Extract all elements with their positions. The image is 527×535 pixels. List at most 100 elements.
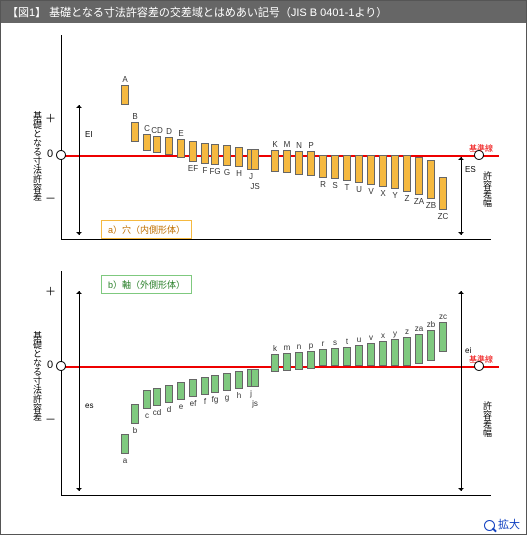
bar-label-t: t bbox=[346, 337, 348, 346]
bar-label-s: s bbox=[333, 338, 337, 347]
tolerance-bar-D bbox=[165, 137, 173, 155]
bar-label-Y: Y bbox=[392, 191, 397, 200]
bar-label-J: J bbox=[249, 172, 253, 181]
tolerance-bar-JS bbox=[251, 149, 259, 170]
bar-label-d: d bbox=[167, 405, 171, 414]
tolerance-bar-G bbox=[223, 145, 231, 166]
bar-label-h: h bbox=[237, 391, 241, 400]
right-label-lower: 許容差幅 bbox=[481, 401, 494, 437]
bar-label-n: n bbox=[297, 342, 301, 351]
tolerance-bar-x bbox=[379, 341, 387, 366]
tolerance-bar-h bbox=[235, 371, 243, 389]
annot-ei: ei bbox=[465, 346, 471, 355]
zero-label: 0 bbox=[47, 148, 53, 160]
bar-label-c: c bbox=[145, 411, 149, 420]
tolerance-bar-n bbox=[295, 352, 303, 370]
legend-lower: b）軸（外側形体） bbox=[101, 275, 192, 294]
annot-ES: ES bbox=[465, 165, 476, 174]
magnifier-icon bbox=[484, 520, 495, 531]
tolerance-bar-EF bbox=[189, 141, 197, 162]
bar-label-b: b bbox=[133, 426, 137, 435]
bar-label-D: D bbox=[166, 127, 172, 136]
y-axis bbox=[61, 271, 62, 496]
tolerance-bar-B bbox=[131, 122, 139, 142]
annot-es: es bbox=[85, 401, 93, 410]
tolerance-bar-FG bbox=[211, 144, 219, 165]
y-axis-label-lower: 基礎となる寸法許容差 bbox=[31, 331, 44, 421]
zero-marker bbox=[56, 361, 66, 371]
bar-label-S: S bbox=[332, 181, 337, 190]
bar-label-j: j bbox=[250, 389, 252, 398]
tolerance-bar-d bbox=[165, 385, 173, 403]
tolerance-arrow-right bbox=[461, 291, 462, 491]
tolerance-bar-ZC bbox=[439, 177, 447, 210]
x-axis bbox=[61, 239, 491, 240]
tolerance-bar-F bbox=[201, 143, 209, 164]
bar-label-g: g bbox=[225, 393, 229, 402]
plus-label: ＋ bbox=[45, 110, 56, 126]
tolerance-bar-CD bbox=[153, 136, 161, 153]
bar-label-za: za bbox=[415, 324, 423, 333]
bar-label-R: R bbox=[320, 180, 326, 189]
bar-label-V: V bbox=[368, 187, 373, 196]
tolerance-bar-zc bbox=[439, 322, 447, 352]
tolerance-arrow-left bbox=[79, 291, 80, 491]
tolerance-bar-C bbox=[143, 134, 151, 151]
bar-label-z: z bbox=[405, 327, 409, 336]
tolerance-bar-Z bbox=[403, 155, 411, 192]
tolerance-bar-v bbox=[367, 343, 375, 366]
tolerance-bar-T bbox=[343, 155, 351, 181]
bar-label-ef: ef bbox=[190, 399, 197, 408]
tolerance-bar-N bbox=[295, 151, 303, 175]
tolerance-bar-e bbox=[177, 382, 185, 400]
bar-label-N: N bbox=[296, 141, 302, 150]
tolerance-bar-R bbox=[319, 155, 327, 178]
figure-frame: 【図1】 基礎となる寸法許容差の交差域とはめあい記号（JIS B 0401-1よ… bbox=[0, 0, 527, 535]
bar-label-C: C bbox=[144, 124, 150, 133]
tolerance-bar-S bbox=[331, 155, 339, 179]
tolerance-bar-V bbox=[367, 155, 375, 185]
bar-label-y: y bbox=[393, 329, 397, 338]
bar-label-e: e bbox=[179, 402, 183, 411]
bar-label-m: m bbox=[284, 343, 291, 352]
tolerance-bar-ef bbox=[189, 379, 197, 397]
tolerance-bar-u bbox=[355, 345, 363, 366]
bar-label-G: G bbox=[224, 168, 230, 177]
bar-label-fg: fg bbox=[212, 395, 219, 404]
tolerance-bar-M bbox=[283, 150, 291, 173]
bar-label-T: T bbox=[345, 183, 350, 192]
tolerance-bar-p bbox=[307, 351, 315, 369]
tolerance-bar-P bbox=[307, 151, 315, 176]
bar-label-Z: Z bbox=[405, 194, 410, 203]
tolerance-bar-y bbox=[391, 339, 399, 366]
bar-label-zb: zb bbox=[427, 320, 435, 329]
minus-label: － bbox=[45, 411, 56, 427]
tolerance-bar-k bbox=[271, 354, 279, 372]
tolerance-bar-ZB bbox=[427, 160, 435, 199]
tolerance-bar-zb bbox=[427, 330, 435, 361]
bar-label-k: k bbox=[273, 344, 277, 353]
tolerance-bar-f bbox=[201, 377, 209, 395]
tolerance-bar-s bbox=[331, 348, 339, 366]
tolerance-bar-t bbox=[343, 347, 351, 366]
tolerance-bar-z bbox=[403, 337, 411, 366]
bar-label-U: U bbox=[356, 185, 362, 194]
tolerance-bar-m bbox=[283, 353, 291, 371]
annot-EI: EI bbox=[85, 130, 93, 139]
bar-label-X: X bbox=[380, 189, 385, 198]
tolerance-bar-a bbox=[121, 434, 129, 454]
zoom-link[interactable]: 拡大 bbox=[484, 516, 520, 532]
bar-label-zc: zc bbox=[439, 312, 447, 321]
minus-label: － bbox=[45, 190, 56, 206]
bar-label-CD: CD bbox=[151, 126, 163, 135]
bar-label-f: f bbox=[204, 397, 206, 406]
bar-label-E: E bbox=[178, 129, 183, 138]
bar-label-r: r bbox=[322, 339, 325, 348]
bar-label-v: v bbox=[369, 333, 373, 342]
right-label-upper: 許容差幅 bbox=[481, 171, 494, 207]
bar-label-P: P bbox=[308, 141, 313, 150]
bar-label-K: K bbox=[272, 140, 277, 149]
tolerance-bar-ZA bbox=[415, 157, 423, 195]
legend-upper: a）穴（内側形体） bbox=[101, 220, 192, 239]
tolerance-bar-r bbox=[319, 349, 327, 366]
